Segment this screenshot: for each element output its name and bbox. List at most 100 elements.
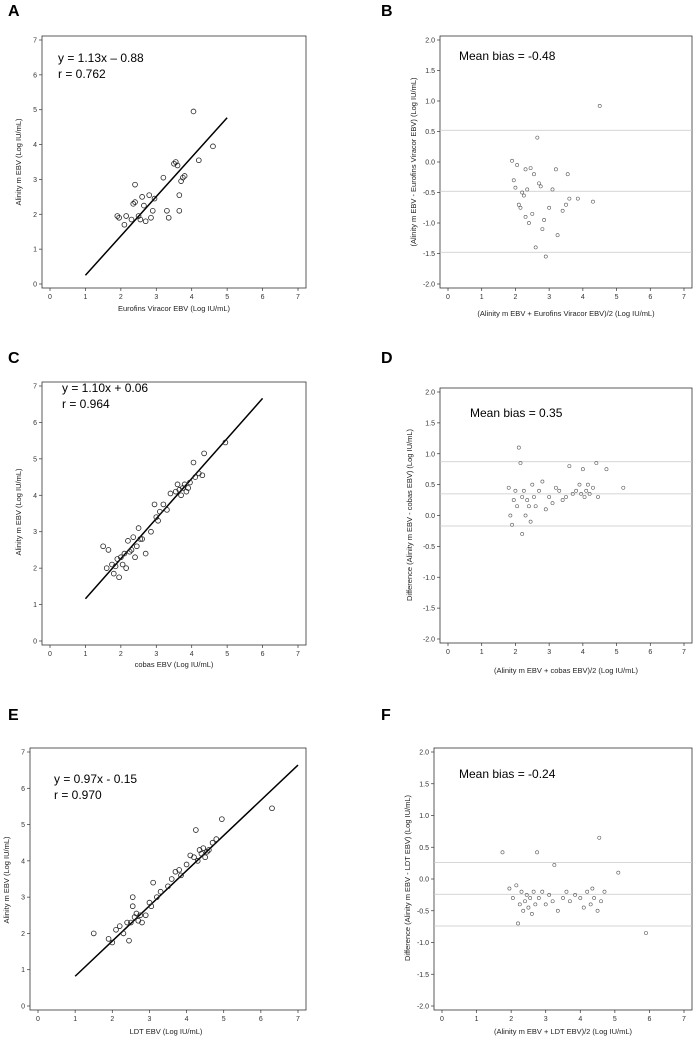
data-point — [148, 528, 154, 535]
plot-frame — [439, 35, 693, 289]
data-point — [578, 896, 583, 900]
data-point — [567, 464, 572, 469]
panel-f: F Mean bias = -0.24 (Alinity m EBV + LDT… — [381, 707, 693, 1036]
y-tick-label: 2.0 — [425, 38, 435, 45]
panel-b: B Mean bias = -0.48 (Alinity m EBV + Eur… — [381, 3, 693, 318]
x-tick-label: 6 — [647, 1016, 651, 1023]
data-point — [584, 488, 589, 493]
data-point — [190, 459, 197, 466]
y-axis-label: Alinity m EBV (Log IU/mL) — [14, 468, 23, 556]
data-point — [555, 233, 560, 238]
y-tick-label: 1 — [33, 602, 37, 609]
data-point — [219, 816, 225, 822]
data-point — [513, 488, 518, 493]
x-tick-label: 6 — [261, 651, 265, 658]
data-point — [520, 495, 525, 499]
y-tick-label: -1.5 — [423, 251, 435, 258]
data-point — [557, 488, 562, 493]
x-tick-label: 3 — [544, 1016, 548, 1023]
data-point — [183, 861, 190, 868]
plot-frame — [439, 387, 693, 644]
regression-equation: y = 1.13x – 0.88 — [58, 51, 144, 65]
data-point — [113, 926, 119, 933]
data-point — [523, 513, 528, 518]
data-point — [191, 854, 197, 861]
regression-line — [84, 397, 264, 600]
y-tick-label: -1.0 — [423, 575, 435, 582]
x-tick-label: 2 — [119, 294, 123, 301]
y-tick-label: 1.0 — [419, 813, 429, 820]
data-point — [112, 563, 119, 570]
y-tick-label: -2.0 — [417, 1004, 429, 1011]
y-tick-label: 1.0 — [425, 99, 435, 106]
data-point — [174, 481, 181, 488]
data-point — [567, 196, 572, 201]
x-tick-label: 5 — [615, 294, 619, 301]
data-point — [160, 501, 167, 508]
data-point — [540, 227, 545, 232]
data-marks: 0 1 2 3 4 5 6 7 0 1 2 3 4 5 6 7 — [33, 38, 300, 302]
data-point — [516, 202, 521, 207]
data-point — [139, 194, 145, 200]
data-point — [521, 488, 526, 493]
y-tick-label: -2.0 — [423, 637, 435, 644]
data-point — [139, 536, 145, 542]
data-point — [100, 543, 106, 550]
data-point — [521, 908, 526, 913]
y-tick-label: 0.0 — [425, 160, 435, 167]
x-tick-label: 3 — [154, 651, 158, 658]
data-point — [126, 548, 133, 555]
data-marks: 0 1 2 3 4 5 6 7 -2.0 -1.5 -1.0 -0.5 0.0 0.5 1.0 1.5 2.0 — [417, 750, 692, 1023]
data-point — [187, 479, 193, 486]
data-point — [121, 221, 128, 228]
mean-bias-label: Mean bias = -0.24 — [459, 767, 556, 781]
data-point — [142, 912, 149, 919]
data-point — [135, 213, 142, 219]
data-point — [181, 173, 188, 179]
data-point — [518, 461, 523, 465]
data-point — [574, 488, 579, 493]
x-tick-label: 7 — [682, 294, 686, 301]
data-point — [520, 532, 525, 536]
panel-c: C y = 1.10x + 0.06 r = 0.964 cobas EBV (… — [8, 350, 307, 669]
data-point — [176, 208, 183, 214]
data-point — [511, 178, 516, 183]
data-point — [577, 482, 582, 487]
data-point — [171, 160, 177, 167]
data-point — [523, 167, 528, 172]
data-point — [537, 181, 541, 186]
y-tick-label: 7 — [33, 384, 37, 391]
data-point — [528, 166, 533, 171]
data-point — [516, 445, 521, 450]
x-tick-label: 1 — [480, 294, 484, 301]
data-point — [550, 187, 555, 192]
x-tick-label: 2 — [509, 1016, 513, 1023]
data-point — [121, 550, 128, 557]
data-point — [565, 172, 570, 177]
data-point — [123, 213, 129, 219]
data-point — [543, 507, 548, 512]
y-axis-label: Alinity m EBV (Log IU/mL) — [14, 118, 23, 206]
y-tick-label: -0.5 — [423, 544, 435, 551]
data-point — [139, 919, 145, 926]
plot-frame — [433, 747, 693, 1011]
x-tick-label: 4 — [190, 294, 194, 301]
data-point — [552, 863, 557, 867]
y-tick-label: 2 — [33, 566, 37, 573]
y-tick-label: 6 — [33, 72, 37, 79]
y-tick-label: -2.0 — [423, 282, 435, 289]
plot-frame — [41, 381, 307, 646]
data-point — [535, 850, 539, 855]
y-axis-label: Alinity m EBV (Log IU/mL) — [2, 836, 11, 924]
data-point — [530, 482, 535, 487]
data-point — [580, 467, 585, 472]
data-point — [201, 450, 207, 457]
data-marks: 0 1 2 3 4 5 6 7 0 1 2 3 4 5 6 7 — [33, 384, 300, 659]
x-tick-label: 6 — [261, 294, 265, 301]
plot-frame — [41, 35, 307, 289]
data-point — [119, 561, 126, 568]
y-axis-label: Difference (Alinity m EBV - cobas EBV) (… — [405, 429, 414, 602]
data-point — [176, 192, 183, 198]
x-tick-label: 6 — [259, 1016, 263, 1023]
